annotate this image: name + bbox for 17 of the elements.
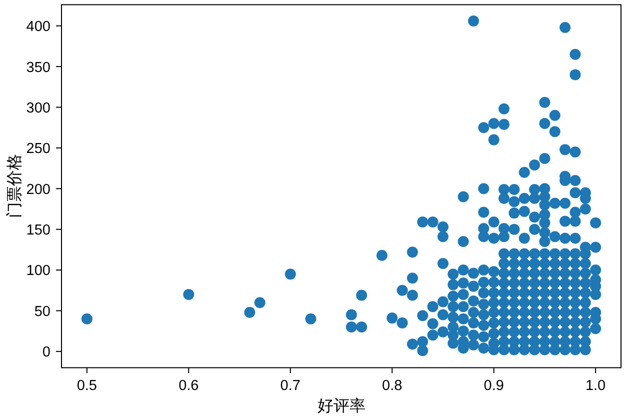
- y-axis-title: 门票价格: [6, 154, 24, 218]
- y-tick-label: 400: [26, 19, 50, 36]
- y-tick-label: 150: [26, 222, 50, 239]
- x-tick-label: 0.6: [178, 378, 199, 394]
- x-tick-label: 0.9: [484, 378, 504, 394]
- x-tick-label: 1.0: [585, 378, 606, 394]
- x-tick-label: 0.7: [280, 378, 300, 394]
- y-tick-label: 50: [34, 304, 50, 320]
- y-tick-label: 0: [42, 344, 50, 361]
- x-tick-label: 0.5: [76, 378, 98, 394]
- x-tick-label: 0.8: [382, 378, 402, 394]
- x-axis-title: 好评率: [317, 397, 366, 415]
- y-tick-label: 100: [26, 263, 50, 280]
- y-tick-label: 300: [26, 100, 50, 116]
- y-tick-label: 350: [26, 60, 50, 76]
- y-tick-label: 250: [26, 141, 50, 158]
- y-tick-label: 200: [26, 182, 50, 198]
